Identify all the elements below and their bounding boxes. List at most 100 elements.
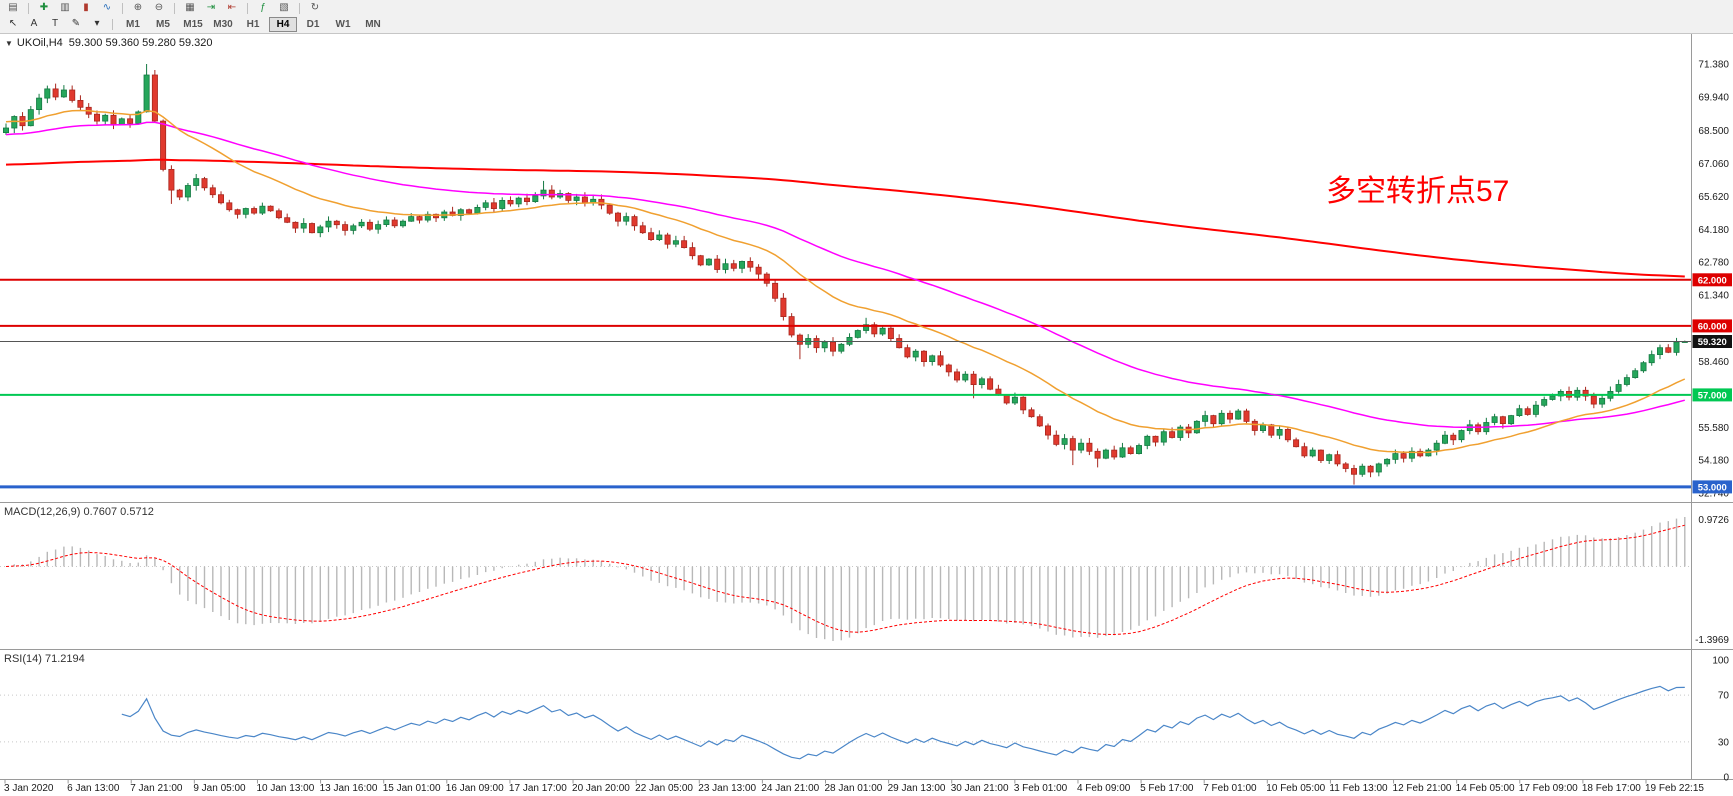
svg-text:62.780: 62.780 bbox=[1698, 257, 1729, 268]
svg-text:61.340: 61.340 bbox=[1698, 291, 1729, 302]
refresh-icon[interactable]: ↻ bbox=[310, 2, 320, 13]
timeframe-mn[interactable]: MN bbox=[365, 18, 381, 30]
svg-text:67.060: 67.060 bbox=[1698, 159, 1729, 170]
svg-text:16 Jan 09:00: 16 Jan 09:00 bbox=[446, 783, 504, 794]
svg-text:64.180: 64.180 bbox=[1698, 225, 1729, 236]
toolbar-separator bbox=[247, 2, 248, 14]
svg-text:22 Jan 05:00: 22 Jan 05:00 bbox=[635, 783, 693, 794]
timeframe-h1[interactable]: H1 bbox=[246, 18, 260, 30]
svg-text:0.9726: 0.9726 bbox=[1698, 515, 1729, 526]
tile-windows-icon[interactable]: ▦ bbox=[185, 2, 195, 13]
toolbar-separator bbox=[174, 2, 175, 14]
svg-text:58.460: 58.460 bbox=[1698, 357, 1729, 368]
svg-text:12 Feb 21:00: 12 Feb 21:00 bbox=[1393, 783, 1452, 794]
svg-text:13 Jan 16:00: 13 Jan 16:00 bbox=[320, 783, 378, 794]
symbol-dropdown-icon[interactable]: ▼ bbox=[5, 39, 13, 48]
svg-text:70: 70 bbox=[1718, 691, 1730, 702]
price-badge-53.000: 53.000 bbox=[1692, 480, 1732, 493]
svg-text:53.000: 53.000 bbox=[1698, 482, 1727, 493]
svg-text:5 Feb 17:00: 5 Feb 17:00 bbox=[1140, 783, 1194, 794]
chart-shift-icon[interactable]: ⇤ bbox=[227, 2, 237, 13]
timeframe-m1[interactable]: M1 bbox=[126, 18, 140, 30]
rsi-label: RSI(14) 71.2194 bbox=[4, 653, 85, 665]
svg-text:6 Jan 13:00: 6 Jan 13:00 bbox=[67, 783, 120, 794]
svg-text:60.000: 60.000 bbox=[1698, 321, 1727, 332]
toolbar-separator bbox=[299, 2, 300, 14]
svg-text:3 Jan 2020: 3 Jan 2020 bbox=[4, 783, 54, 794]
svg-text:10 Jan 13:00: 10 Jan 13:00 bbox=[256, 783, 314, 794]
annotation-text[interactable]: 多空转折点57 bbox=[1326, 175, 1510, 208]
svg-text:4 Feb 09:00: 4 Feb 09:00 bbox=[1077, 783, 1131, 794]
svg-text:30: 30 bbox=[1718, 737, 1730, 748]
chart-line-icon[interactable]: ∿ bbox=[102, 2, 112, 13]
timeframe-h4[interactable]: H4 bbox=[269, 16, 297, 32]
svg-text:100: 100 bbox=[1712, 656, 1729, 667]
toolbar-separator bbox=[122, 2, 123, 14]
auto-scroll-icon[interactable]: ⇥ bbox=[206, 2, 216, 13]
chart-bars-icon[interactable]: ▥ bbox=[60, 2, 70, 13]
price-badge-60.000: 60.000 bbox=[1692, 319, 1732, 333]
svg-text:3 Feb 01:00: 3 Feb 01:00 bbox=[1014, 783, 1068, 794]
svg-text:18 Feb 17:00: 18 Feb 17:00 bbox=[1582, 783, 1641, 794]
new-order-icon[interactable]: ✚ bbox=[39, 2, 49, 13]
candlestick-series bbox=[3, 64, 1688, 485]
toolbar-separator bbox=[112, 18, 113, 30]
price-badge-62.000: 62.000 bbox=[1692, 273, 1732, 286]
toolbar-row-1: ▤ ✚ ▥ ▮ ∿ ⊕ ⊖ ▦ ⇥ ⇤ ƒ ▧ ↻ bbox=[0, 0, 1733, 16]
ma-slow-line bbox=[5, 158, 1685, 278]
svg-text:59.320: 59.320 bbox=[1698, 337, 1727, 348]
svg-text:54.180: 54.180 bbox=[1698, 455, 1729, 466]
macd-pane: 0.9726 -1.3969 bbox=[0, 515, 1729, 646]
svg-text:62.000: 62.000 bbox=[1698, 275, 1727, 286]
price-badge-59.320: 59.320 bbox=[1692, 335, 1732, 348]
drawing-tools: ↖ A T ✎ ▾ bbox=[3, 16, 107, 32]
svg-text:24 Jan 21:00: 24 Jan 21:00 bbox=[761, 783, 819, 794]
svg-text:57.000: 57.000 bbox=[1698, 390, 1727, 401]
svg-text:10 Feb 05:00: 10 Feb 05:00 bbox=[1266, 783, 1325, 794]
toolbar: ▤ ✚ ▥ ▮ ∿ ⊕ ⊖ ▦ ⇥ ⇤ ƒ ▧ ↻ ↖ A T ✎ ▾ M1 M5 M15 M30 H1 H4 D1 W1 MN bbox=[0, 0, 1733, 34]
draw-tools-dropdown-icon[interactable]: ▾ bbox=[94, 18, 100, 29]
indicators-icon[interactable]: ƒ bbox=[260, 2, 266, 13]
svg-text:30 Jan 21:00: 30 Jan 21:00 bbox=[951, 783, 1009, 794]
price-badge-57.000: 57.000 bbox=[1692, 388, 1732, 402]
zoom-out-icon[interactable]: ⊖ bbox=[154, 2, 164, 13]
zoom-in-icon[interactable]: ⊕ bbox=[133, 2, 143, 13]
svg-text:55.580: 55.580 bbox=[1698, 423, 1729, 434]
svg-text:7 Feb 01:00: 7 Feb 01:00 bbox=[1203, 783, 1257, 794]
svg-text:11 Feb 13:00: 11 Feb 13:00 bbox=[1329, 783, 1388, 794]
timeframe-w1[interactable]: W1 bbox=[335, 18, 351, 30]
ohlc-values: 59.300 59.360 59.280 59.320 bbox=[68, 37, 213, 49]
svg-text:23 Jan 13:00: 23 Jan 13:00 bbox=[698, 783, 756, 794]
svg-text:69.940: 69.940 bbox=[1698, 93, 1729, 104]
timeframe-d1[interactable]: D1 bbox=[306, 18, 320, 30]
svg-text:68.500: 68.500 bbox=[1698, 126, 1729, 137]
timeframe-m30[interactable]: M30 bbox=[213, 18, 233, 30]
svg-text:17 Feb 09:00: 17 Feb 09:00 bbox=[1519, 783, 1578, 794]
svg-text:15 Jan 01:00: 15 Jan 01:00 bbox=[383, 783, 441, 794]
draw-tools[interactable]: ✎ bbox=[71, 18, 81, 29]
timeframe-m5[interactable]: M5 bbox=[156, 18, 170, 30]
macd-signal-line bbox=[5, 524, 1685, 636]
ma-medium-line bbox=[5, 121, 1685, 429]
text-label-tool[interactable]: A bbox=[30, 18, 38, 29]
svg-text:52.740: 52.740 bbox=[1698, 488, 1729, 499]
text-tool[interactable]: T bbox=[51, 18, 59, 29]
symbol-period: UKOil,H4 bbox=[16, 37, 63, 49]
ma-fast-line bbox=[5, 109, 1686, 454]
toolbar-separator bbox=[28, 2, 29, 14]
svg-text:19 Feb 22:15: 19 Feb 22:15 bbox=[1645, 783, 1704, 794]
svg-text:9 Jan 05:00: 9 Jan 05:00 bbox=[193, 783, 246, 794]
chart-candles-icon[interactable]: ▮ bbox=[83, 2, 89, 13]
macd-label: MACD(12,26,9) 0.7607 0.5712 bbox=[4, 506, 154, 518]
svg-text:14 Feb 05:00: 14 Feb 05:00 bbox=[1456, 783, 1515, 794]
templates-icon[interactable]: ▧ bbox=[279, 2, 289, 13]
timeframe-m15[interactable]: M15 bbox=[183, 18, 203, 30]
cursor-tool[interactable]: ↖ bbox=[8, 18, 18, 29]
time-axis[interactable]: 3 Jan 2020 6 Jan 13:00 7 Jan 21:00 9 Jan 05… bbox=[4, 779, 1704, 795]
svg-text:28 Jan 01:00: 28 Jan 01:00 bbox=[825, 783, 883, 794]
chart-window-icon[interactable]: ▤ bbox=[8, 2, 18, 13]
svg-text:71.380: 71.380 bbox=[1698, 60, 1729, 71]
svg-text:65.620: 65.620 bbox=[1698, 192, 1729, 203]
rsi-pane: 100 70 30 0 bbox=[0, 656, 1729, 784]
